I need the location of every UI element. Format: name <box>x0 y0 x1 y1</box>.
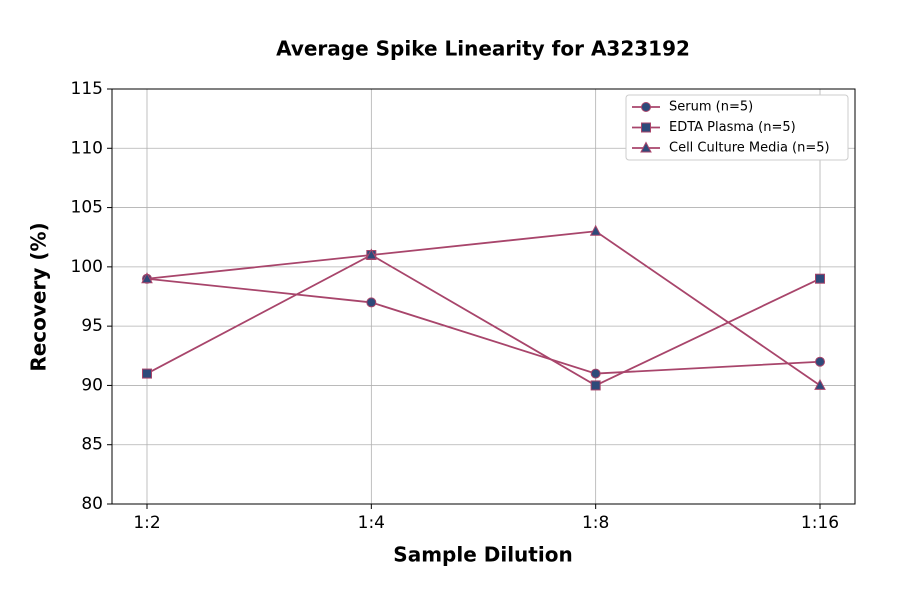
marker <box>589 224 602 236</box>
legend-label: EDTA Plasma (n=5) <box>669 120 796 135</box>
x-tick-label: 1:8 <box>582 513 609 533</box>
series-line <box>146 277 821 375</box>
marker <box>815 356 826 367</box>
y-tick-label: 115 <box>71 79 103 99</box>
chart-title: Average Spike Linearity for A323192 <box>276 37 690 61</box>
marker <box>365 248 378 260</box>
y-tick-label: 110 <box>71 138 103 158</box>
series-line <box>146 230 821 387</box>
x-tick-label: 1:2 <box>133 513 160 533</box>
y-tick-label: 95 <box>81 316 103 336</box>
y-tick-label: 105 <box>71 198 103 218</box>
y-tick-label: 100 <box>71 257 103 277</box>
series-line <box>146 253 821 387</box>
marker <box>590 380 601 391</box>
legend-marker <box>640 141 652 153</box>
marker <box>815 273 826 284</box>
legend-marker <box>641 122 651 133</box>
y-tick-label: 80 <box>81 494 103 514</box>
y-axis-label: Recovery (%) <box>27 222 51 371</box>
marker <box>141 368 152 379</box>
marker <box>141 272 153 284</box>
marker <box>590 368 601 379</box>
legend-label: Cell Culture Media (n=5) <box>669 141 830 156</box>
x-axis-label: Sample Dilution <box>393 543 572 567</box>
plot-frame <box>111 88 856 505</box>
y-tick-label: 85 <box>81 435 103 455</box>
marker <box>366 297 377 308</box>
x-tick-label: 1:4 <box>358 513 385 533</box>
legend-box <box>625 94 849 161</box>
legend-marker <box>641 102 651 112</box>
x-tick-label: 1:16 <box>801 513 839 533</box>
legend-label: Serum (n=5) <box>669 100 753 115</box>
y-tick-label: 90 <box>81 375 103 395</box>
marker <box>814 378 826 390</box>
